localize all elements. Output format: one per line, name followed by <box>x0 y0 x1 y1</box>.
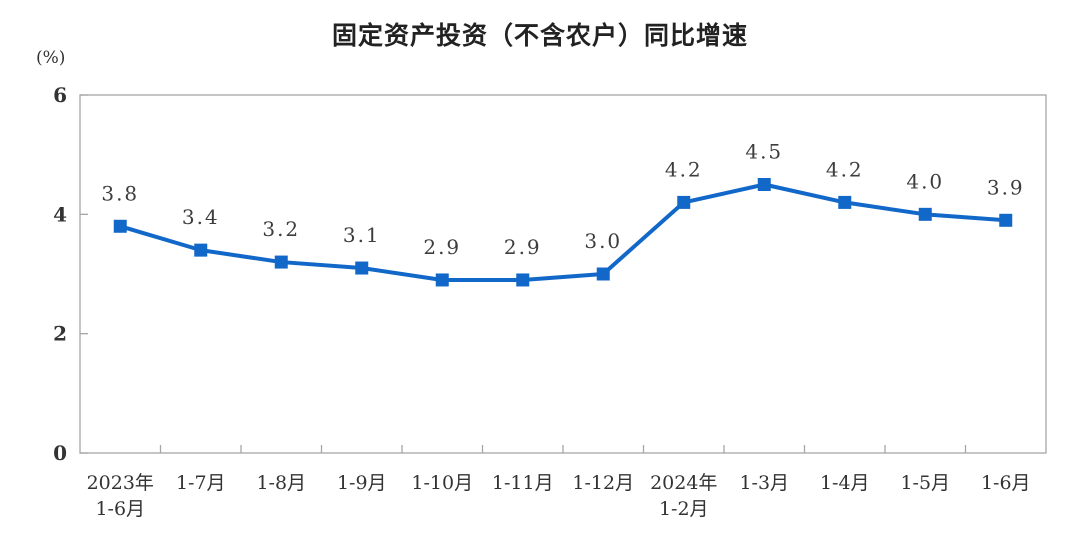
x-axis-category-label: 1-8月 <box>256 472 306 494</box>
data-point-label: 3.4 <box>182 205 220 229</box>
data-point-label: 3.0 <box>584 229 622 253</box>
x-axis-category-label: 1-5月 <box>900 472 950 494</box>
data-point-marker <box>677 195 691 209</box>
x-axis-category-label: 1-9月 <box>337 472 387 494</box>
data-point-label: 3.8 <box>101 181 139 205</box>
data-point-label: 3.2 <box>262 217 300 241</box>
data-point-marker <box>516 273 530 287</box>
x-axis-category-label: 1-3月 <box>739 472 789 494</box>
y-axis-tick-label: 6 <box>53 83 67 107</box>
data-point-label: 2.9 <box>504 235 542 259</box>
y-axis-tick-label: 4 <box>53 202 67 226</box>
chart-title: 固定资产投资（不含农户）同比增速 <box>331 22 748 50</box>
data-point-marker <box>355 261 369 275</box>
data-point-marker <box>918 207 932 221</box>
x-axis-category-label: 1-11月 <box>492 472 554 494</box>
data-point-label: 4.0 <box>906 169 944 193</box>
data-line <box>118 182 1008 282</box>
x-axis-category-label: 1-6月 <box>981 472 1031 494</box>
x-axis-category-label: 2024年 <box>650 472 717 494</box>
data-point-marker <box>194 243 208 257</box>
x-axis-category-label: 1-4月 <box>820 472 870 494</box>
data-point-marker <box>274 255 288 269</box>
data-point-marker <box>757 178 771 191</box>
plot-border <box>79 94 1047 454</box>
x-axis-category-label: 2023年 <box>87 472 154 494</box>
data-point-marker <box>838 195 852 209</box>
x-axis-category-label: 1-6月 <box>95 498 145 520</box>
data-point-label: 3.9 <box>987 175 1025 199</box>
data-point-marker <box>596 267 610 281</box>
data-point-label: 3.1 <box>343 223 381 247</box>
data-point-label: 2.9 <box>423 235 461 259</box>
x-axis-category-label: 1-7月 <box>176 472 226 494</box>
data-point-marker <box>113 219 127 233</box>
data-point-label: 4.2 <box>665 157 703 181</box>
data-point-label: 4.2 <box>826 157 864 181</box>
data-point-marker <box>999 213 1013 227</box>
y-axis-tick-label: 0 <box>53 441 67 465</box>
data-point-marker <box>435 273 449 287</box>
y-axis-tick-label: 2 <box>53 322 67 346</box>
x-axis-category-label: 1-2月 <box>659 498 709 520</box>
x-axis-category-label: 1-12月 <box>572 472 634 494</box>
x-axis-category-label: 1-10月 <box>411 472 473 494</box>
data-point-label: 4.5 <box>745 140 783 164</box>
y-axis-unit-label: (%) <box>36 48 66 68</box>
